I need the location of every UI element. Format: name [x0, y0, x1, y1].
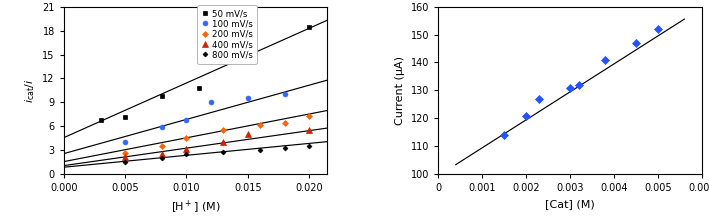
100 mV/s	[207, 101, 216, 104]
100 mV/s	[157, 126, 166, 129]
400 mV/s	[182, 148, 191, 150]
200 mV/s	[182, 137, 191, 140]
50 mV/s	[305, 25, 313, 28]
100 mV/s	[121, 141, 129, 144]
Line: 50 mV/s: 50 mV/s	[98, 24, 311, 123]
Y-axis label: Current (μA): Current (μA)	[395, 56, 405, 125]
800 mV/s	[256, 149, 264, 152]
800 mV/s	[219, 151, 228, 153]
200 mV/s	[219, 129, 228, 132]
Line: 800 mV/s: 800 mV/s	[123, 144, 311, 164]
Line: 200 mV/s: 200 mV/s	[123, 114, 311, 155]
Y-axis label: $i_{\mathrm{cat}}/i$: $i_{\mathrm{cat}}/i$	[23, 78, 37, 103]
200 mV/s	[305, 115, 313, 117]
800 mV/s	[280, 147, 289, 149]
400 mV/s	[219, 141, 228, 144]
50 mV/s	[121, 116, 129, 118]
200 mV/s	[256, 124, 264, 126]
Legend: 50 mV/s, 100 mV/s, 200 mV/s, 400 mV/s, 800 mV/s: 50 mV/s, 100 mV/s, 200 mV/s, 400 mV/s, 8…	[197, 5, 257, 64]
100 mV/s	[182, 119, 191, 121]
50 mV/s	[207, 56, 216, 59]
400 mV/s	[157, 153, 166, 156]
50 mV/s	[157, 95, 166, 97]
400 mV/s	[121, 155, 129, 158]
Line: 400 mV/s: 400 mV/s	[123, 128, 312, 160]
200 mV/s	[157, 145, 166, 148]
100 mV/s	[243, 97, 252, 100]
400 mV/s	[243, 133, 252, 136]
100 mV/s	[280, 93, 289, 96]
X-axis label: [H$^+$] (M): [H$^+$] (M)	[171, 199, 220, 216]
800 mV/s	[157, 157, 166, 160]
50 mV/s	[96, 119, 105, 121]
50 mV/s	[243, 37, 252, 40]
Line: 100 mV/s: 100 mV/s	[123, 92, 287, 145]
800 mV/s	[305, 144, 313, 147]
800 mV/s	[182, 153, 191, 156]
400 mV/s	[305, 129, 313, 132]
800 mV/s	[121, 161, 129, 164]
50 mV/s	[194, 87, 203, 89]
200 mV/s	[280, 122, 289, 124]
X-axis label: [Cat] (M): [Cat] (M)	[545, 199, 595, 209]
200 mV/s	[121, 152, 129, 154]
